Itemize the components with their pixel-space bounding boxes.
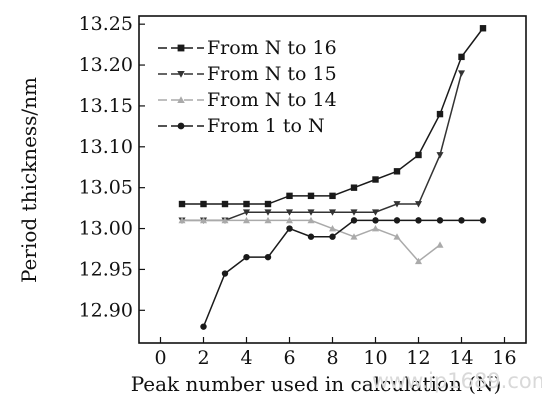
data-point [307, 192, 315, 200]
y-tick-label: 12.90 [79, 299, 133, 321]
y-tick-label: 13.20 [79, 54, 133, 76]
data-point [307, 233, 315, 240]
data-point [200, 323, 207, 330]
legend-entry: From N to 15 [158, 63, 337, 85]
series-2 [178, 70, 466, 224]
data-point [479, 217, 487, 224]
data-point [307, 209, 315, 216]
data-point [436, 110, 444, 118]
watermark: www.ip1689.com [372, 369, 542, 393]
data-point [414, 257, 423, 265]
x-tick-label: 16 [492, 347, 516, 369]
series-1 [178, 25, 487, 208]
x-tick-label: 4 [240, 347, 252, 369]
data-point [350, 184, 358, 191]
y-tick-label: 13.10 [79, 136, 133, 158]
x-axis-title: Peak number used in calculation (N) [131, 372, 502, 396]
data-point [178, 216, 186, 224]
legend: From N to 16 From N to 15 From N to 14 From… [158, 37, 337, 137]
data-point [393, 201, 401, 208]
legend-entry: From N to 16 [158, 37, 337, 59]
data-point [436, 152, 444, 159]
data-point [242, 209, 251, 216]
data-point [350, 217, 358, 224]
legend-label: From N to 16 [207, 37, 337, 59]
data-point [415, 151, 422, 159]
legend-entry: From 1 to N [158, 115, 325, 137]
data-point [221, 270, 229, 277]
data-point [371, 209, 380, 216]
data-point [414, 201, 423, 208]
legend-label: From N to 14 [207, 89, 337, 111]
series-line [202, 219, 483, 327]
y-axis-title: Period thickness/nm [17, 77, 41, 283]
data-point [200, 200, 207, 208]
data-point [286, 225, 293, 232]
data-point [328, 209, 337, 216]
data-point [199, 216, 208, 224]
data-point [286, 192, 293, 200]
data-point [285, 216, 294, 224]
data-point [264, 216, 272, 224]
legend-marker [177, 70, 185, 78]
data-point [242, 216, 251, 224]
series-line [182, 219, 441, 263]
data-point [457, 70, 466, 77]
data-point [178, 200, 186, 208]
series-layer [178, 25, 487, 330]
y-tick-label: 13.15 [79, 95, 133, 117]
data-point [285, 209, 294, 216]
x-tick-label: 14 [449, 347, 473, 369]
y-tick-label: 13.00 [79, 218, 133, 240]
data-point [436, 217, 444, 224]
data-point [350, 209, 358, 216]
data-point [243, 200, 250, 208]
series-3 [178, 216, 444, 265]
y-tick-label: 12.95 [79, 258, 133, 280]
legend-marker [177, 44, 185, 52]
data-point [264, 253, 272, 261]
data-point [328, 225, 337, 232]
data-point [372, 217, 379, 224]
legend-marker [177, 122, 185, 130]
data-point [458, 53, 465, 61]
axis-ticks: 0 2 4 6 8 10 12 14 16 12.90 12.95 13.00 13.05 13.10 13… [79, 13, 517, 369]
data-point [436, 241, 444, 248]
data-point [393, 233, 401, 240]
legend-marker [177, 96, 185, 104]
x-tick-label: 2 [197, 347, 209, 369]
data-point [393, 168, 401, 175]
data-point [415, 217, 422, 224]
data-point [329, 233, 336, 240]
data-point [458, 217, 465, 224]
series-4 [200, 217, 487, 330]
data-point [221, 200, 229, 208]
data-point [372, 176, 379, 183]
data-point [221, 216, 229, 224]
data-point [350, 233, 358, 240]
legend-label: From N to 15 [207, 63, 337, 85]
x-tick-label: 0 [154, 347, 166, 369]
data-point [393, 217, 401, 224]
series-line [182, 73, 463, 222]
x-tick-label: 8 [326, 347, 338, 369]
data-point [371, 225, 380, 232]
data-point [264, 200, 272, 208]
data-point [243, 253, 250, 261]
x-tick-label: 10 [363, 347, 387, 369]
y-tick-label: 13.25 [79, 13, 133, 35]
x-tick-label: 12 [406, 347, 430, 369]
x-tick-label: 6 [283, 347, 295, 369]
data-point [307, 216, 315, 224]
data-point [329, 192, 336, 200]
y-tick-label: 13.05 [79, 177, 133, 199]
legend-label: From 1 to N [207, 115, 325, 137]
legend-entry: From N to 14 [158, 89, 337, 111]
data-point [479, 25, 487, 32]
data-point [264, 209, 272, 216]
